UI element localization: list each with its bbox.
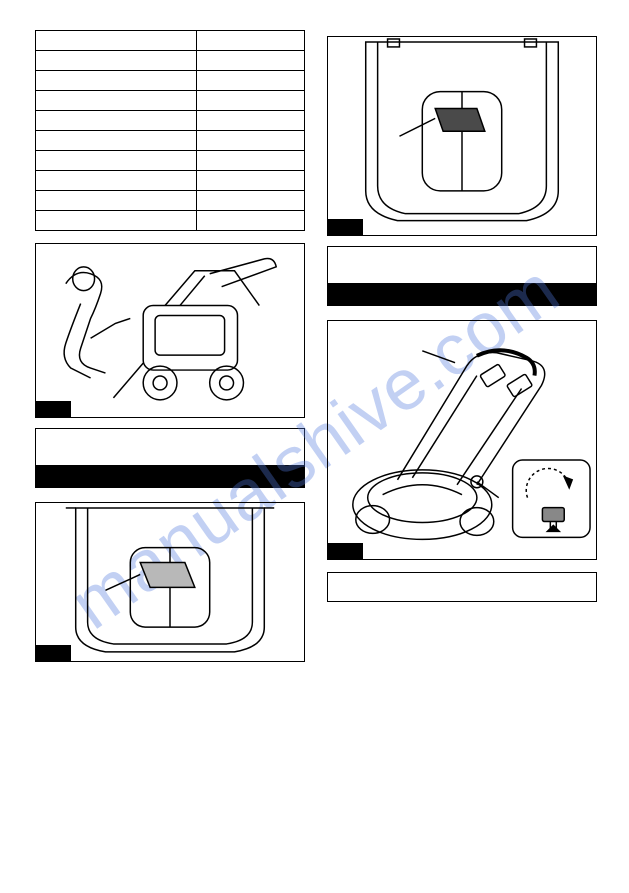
- left-column: [35, 30, 305, 662]
- table-row: [36, 31, 305, 51]
- table-cell-value: [197, 111, 305, 131]
- figure-label: [328, 219, 363, 235]
- table-cell-label: [36, 191, 197, 211]
- table-cell-value: [197, 151, 305, 171]
- table-row: [36, 131, 305, 151]
- figure-right-3: [327, 320, 597, 560]
- table-cell-label: [36, 131, 197, 151]
- black-bar: [328, 283, 596, 305]
- table-row: [36, 191, 305, 211]
- table-cell-value: [197, 31, 305, 51]
- table-cell-label: [36, 151, 197, 171]
- table-cell-label: [36, 211, 197, 231]
- table-row: [36, 211, 305, 231]
- table-cell-label: [36, 111, 197, 131]
- table-cell-value: [197, 51, 305, 71]
- table-cell-value: [197, 91, 305, 111]
- figure-left-1: [35, 243, 305, 418]
- illustration-person-mower: [36, 244, 304, 418]
- figure-right-1: [327, 36, 597, 236]
- table-cell-label: [36, 71, 197, 91]
- illustration-deck-top-1: [36, 503, 304, 662]
- figure-label: [36, 645, 71, 661]
- table-row: [36, 171, 305, 191]
- table-cell-value: [197, 71, 305, 91]
- figure-label: [328, 543, 363, 559]
- illustration-deck-top-2: [328, 37, 596, 236]
- spec-table: [35, 30, 305, 231]
- table-cell-label: [36, 91, 197, 111]
- table-row: [36, 71, 305, 91]
- caption-text: [328, 247, 596, 283]
- caption-text: [328, 573, 596, 601]
- table-cell-value: [197, 171, 305, 191]
- table-row: [36, 51, 305, 71]
- table-row: [36, 151, 305, 171]
- table-cell-label: [36, 171, 197, 191]
- table-cell-value: [197, 191, 305, 211]
- table-cell-value: [197, 211, 305, 231]
- figure-label: [36, 401, 71, 417]
- caption-box-right-1: [327, 246, 597, 306]
- table-row: [36, 111, 305, 131]
- table-row: [36, 91, 305, 111]
- table-cell-value: [197, 131, 305, 151]
- right-column: [327, 30, 597, 662]
- caption-box-right-2: [327, 572, 597, 602]
- figure-left-3: [35, 502, 305, 662]
- black-bar: [36, 465, 304, 487]
- page-columns: [35, 30, 599, 662]
- table-cell-label: [36, 51, 197, 71]
- table-cell-label: [36, 31, 197, 51]
- caption-box-left: [35, 428, 305, 488]
- illustration-handle-fold: [328, 321, 596, 559]
- caption-text: [36, 429, 304, 465]
